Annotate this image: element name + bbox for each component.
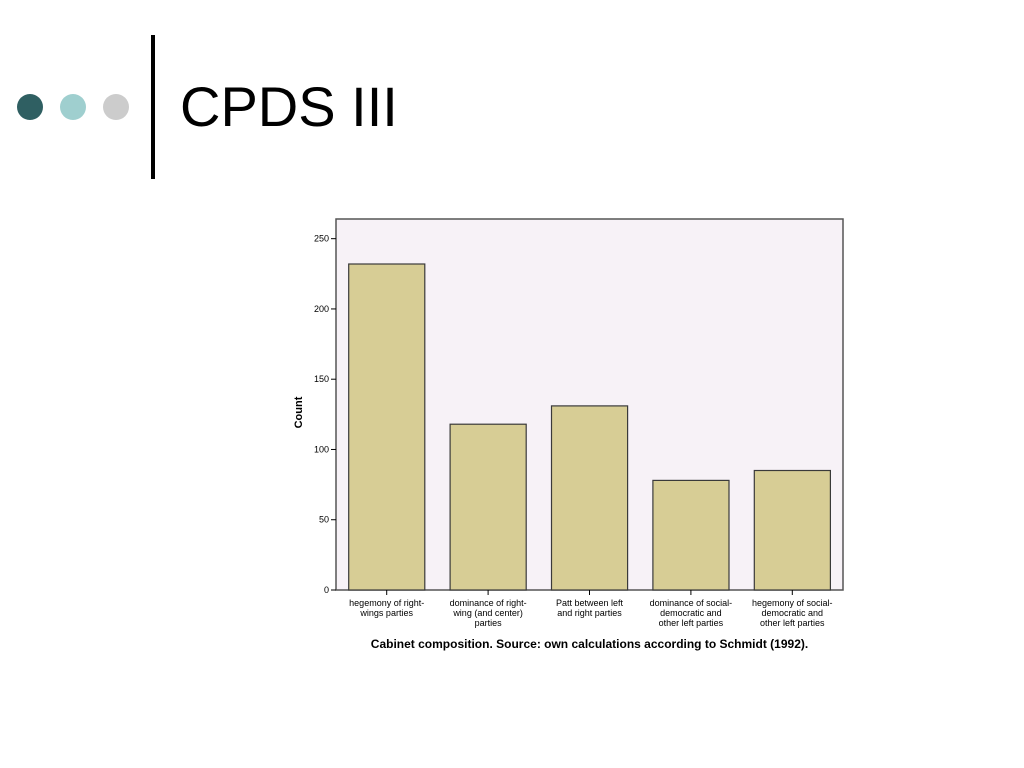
- dot-dark: [17, 94, 43, 120]
- bars-layer: [348, 263, 831, 591]
- bar-3: [550, 405, 629, 591]
- y-tick-label: 100: [314, 444, 329, 454]
- bar-4: [652, 479, 730, 591]
- y-tick-label: 200: [314, 304, 329, 314]
- slide-title: CPDS III: [180, 75, 398, 138]
- x-category-label: dominance of social-democratic and other …: [650, 598, 733, 628]
- dot-light: [60, 94, 86, 120]
- y-tick-label: 150: [314, 374, 329, 384]
- bar-1: [348, 263, 426, 591]
- y-tick-label: 0: [324, 585, 329, 595]
- x-category-label: Patt between left and right parties: [556, 598, 624, 618]
- y-axis-label: Count: [293, 396, 305, 428]
- title-divider: [151, 35, 155, 179]
- y-tick-label: 250: [314, 234, 329, 244]
- dot-gray: [103, 94, 129, 120]
- x-axis: hegemony of right-wings parties dominance…: [349, 590, 833, 628]
- chart-caption: Cabinet composition. Source: own calcula…: [371, 637, 808, 651]
- bar-5: [753, 469, 831, 591]
- x-category-label: hegemony of social-democratic and other l…: [752, 598, 833, 628]
- y-tick-label: 50: [319, 515, 329, 525]
- y-axis: 0 50 100 150 200 250: [314, 234, 336, 595]
- x-category-label: dominance of right-wing (and center) part…: [450, 598, 527, 628]
- x-category-label: hegemony of right-wings parties: [349, 598, 424, 618]
- bar-2: [449, 423, 527, 591]
